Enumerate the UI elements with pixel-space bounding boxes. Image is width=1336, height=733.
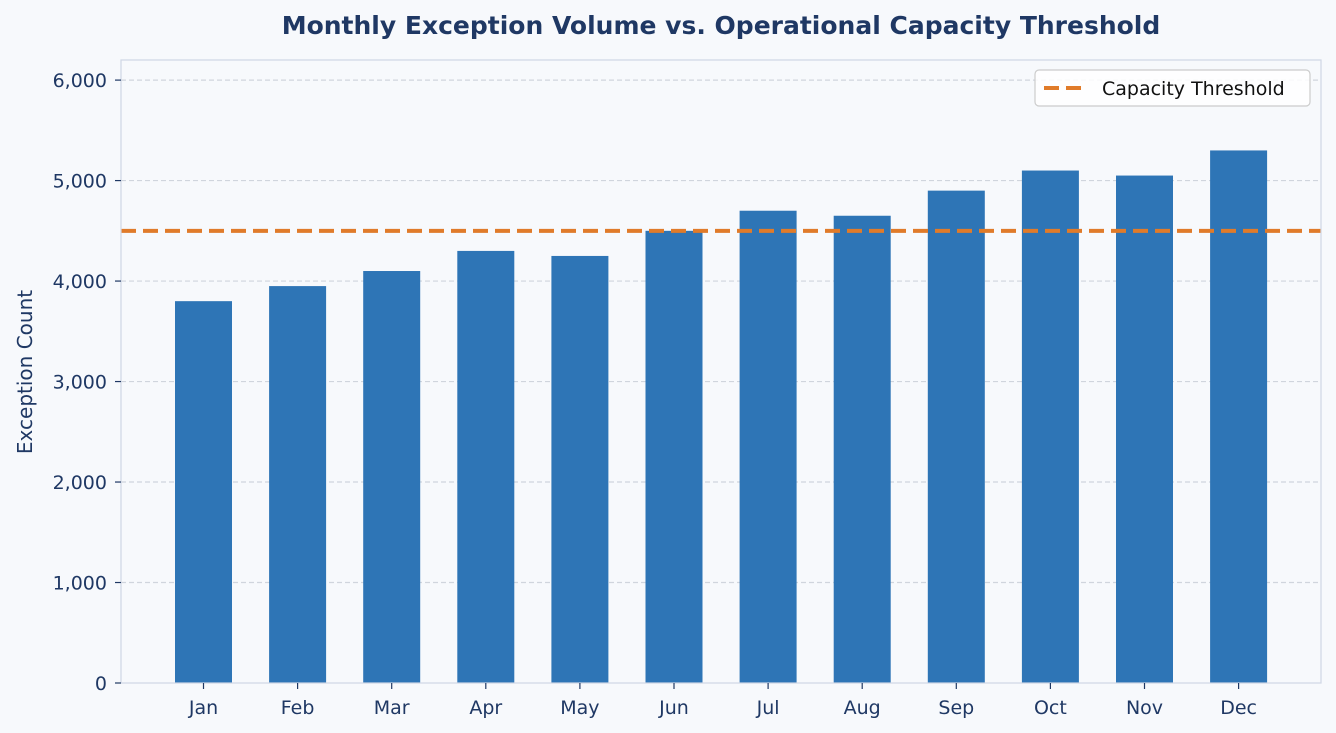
plot-frame (120, 59, 1322, 684)
x-tick-label: Oct (1034, 697, 1067, 719)
axes: 0 1,000 2,000 3,000 4,000 5,000 6,000 Jan Feb Mar… (53, 59, 1322, 719)
legend-box (1034, 69, 1311, 107)
legend: Capacity Threshold (1034, 69, 1311, 107)
y-tick-label: 5,000 (53, 171, 107, 193)
x-tick-label: Dec (1220, 697, 1257, 719)
x-tick-label: Jun (658, 697, 689, 719)
y-tick-label: 2,000 (53, 472, 107, 494)
x-tick-label: May (560, 697, 599, 719)
x-tick-label: Jul (756, 697, 780, 719)
bars (175, 150, 1268, 684)
x-tick-label: Nov (1126, 697, 1163, 719)
bar-jul (739, 210, 797, 683)
y-tick-label: 4,000 (53, 271, 107, 293)
bar-dec (1210, 150, 1268, 683)
bar-sep (927, 190, 985, 683)
bar-jan (175, 301, 232, 683)
y-tick-label: 0 (95, 673, 107, 695)
chart-title: Monthly Exception Volume vs. Operational… (282, 11, 1161, 40)
y-tick-label: 6,000 (53, 70, 107, 92)
bar-oct (1021, 170, 1079, 684)
x-tick-label: Aug (844, 697, 881, 719)
bar-apr (457, 250, 515, 683)
x-tick-label: Apr (469, 697, 502, 719)
bar-aug (833, 215, 891, 683)
bar-nov (1116, 175, 1173, 683)
bar-mar (363, 271, 421, 683)
bar-jun (645, 230, 703, 684)
legend-label-threshold: Capacity Threshold (1102, 78, 1285, 100)
x-tick-label: Mar (374, 697, 410, 719)
y-tick-label: 1,000 (53, 573, 107, 595)
y-tick-label: 3,000 (53, 372, 107, 394)
bar-may (551, 255, 609, 683)
bar-feb (269, 286, 327, 683)
x-tick-label: Feb (281, 697, 315, 719)
y-axis-label: Exception Count (13, 290, 37, 454)
x-tick-label: Sep (938, 697, 974, 719)
x-tick-label: Jan (188, 697, 218, 719)
